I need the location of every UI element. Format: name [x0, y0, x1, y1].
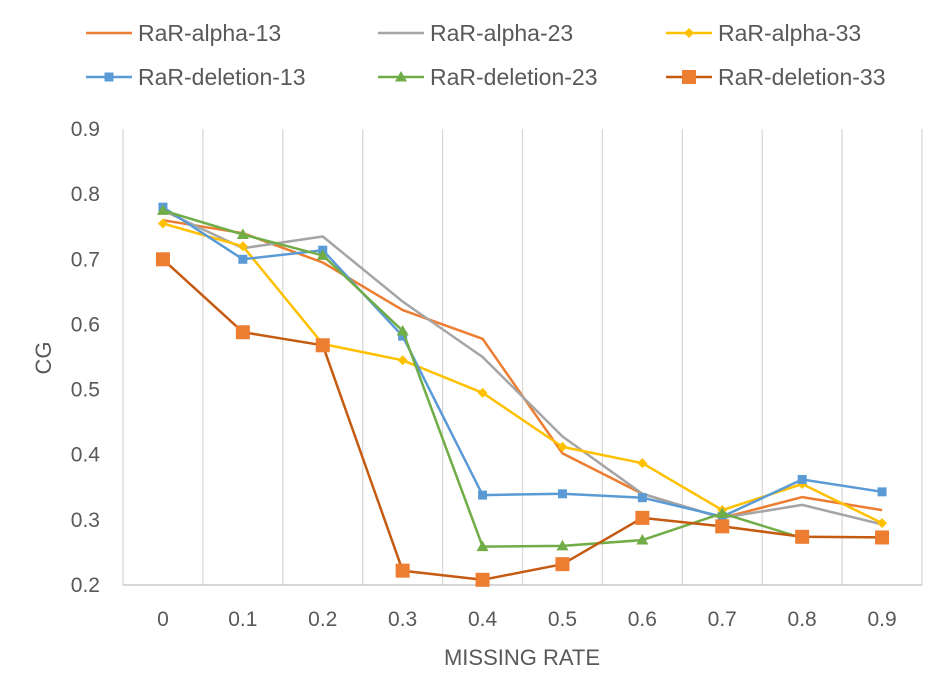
legend-entry-rar-deletion-33: RaR-deletion-33 [666, 64, 885, 90]
data-point [155, 252, 170, 267]
x-tick-label: 0.8 [788, 608, 817, 631]
legend-label: RaR-alpha-23 [430, 20, 573, 46]
x-tick-label: 0.3 [388, 608, 417, 631]
data-point [238, 254, 248, 264]
y-tick-label: 0.3 [71, 509, 100, 532]
y-tick-label: 0.2 [71, 574, 100, 597]
series-line [162, 206, 883, 518]
x-tick-label: 0 [157, 608, 169, 631]
data-point [477, 387, 488, 398]
legend-label: RaR-deletion-33 [718, 64, 885, 90]
series-rar-alpha-23 [162, 209, 883, 526]
data-point [315, 338, 330, 353]
legend-label: RaR-deletion-23 [430, 64, 597, 90]
data-point [475, 572, 490, 587]
data-point [716, 507, 729, 518]
legend: RaR-alpha-13 RaR-alpha-23 RaR-alpha-33 RaR-… [86, 20, 885, 90]
data-point [235, 325, 250, 340]
data-point [396, 324, 409, 336]
legend-entry-rar-deletion-13: RaR-deletion-13 [86, 64, 305, 90]
data-point [237, 241, 248, 252]
legend-entry-rar-alpha-33: RaR-alpha-33 [666, 20, 861, 46]
y-tick-label: 0.9 [71, 118, 100, 141]
series-line [162, 209, 883, 526]
axes: 0.2 0.3 0.4 0.5 0.6 0.7 0.8 0.9 0 0.1 0.2 0.3 0.4 0.5… [71, 118, 922, 631]
data-point [877, 518, 888, 529]
legend-label: RaR-alpha-33 [718, 20, 861, 46]
data-point [795, 529, 810, 544]
x-tick-label: 0.2 [308, 608, 337, 631]
data-point [157, 218, 168, 229]
x-tick-label: 0.5 [548, 608, 577, 631]
gridlines [122, 129, 923, 585]
data-point [556, 539, 569, 551]
data-point [875, 530, 890, 545]
data-point [236, 228, 249, 240]
y-axis-title: CG [31, 342, 56, 375]
data-point [715, 519, 730, 534]
data-point [478, 490, 488, 500]
legend-entry-rar-alpha-23: RaR-alpha-23 [378, 20, 573, 46]
legend-marker [684, 28, 694, 38]
legend-marker [682, 70, 696, 84]
data-point [397, 355, 408, 366]
data-point [636, 534, 649, 545]
x-axis-title: MISSING RATE [444, 645, 600, 670]
y-tick-label: 0.8 [71, 183, 100, 206]
legend-marker [395, 71, 407, 82]
data-point [476, 540, 489, 552]
x-tick-label: 0.7 [708, 608, 737, 631]
y-tick-label: 0.7 [71, 248, 100, 271]
legend-marker [104, 72, 114, 82]
data-point [557, 489, 567, 499]
x-tick-label: 0.6 [628, 608, 657, 631]
x-tick-label: 0.1 [228, 608, 257, 631]
data-point [635, 510, 650, 525]
data-point [637, 493, 647, 503]
data-point [557, 441, 568, 452]
data-point [637, 458, 648, 469]
series-rar-deletion-33 [155, 252, 890, 587]
y-tick-label: 0.4 [71, 444, 101, 467]
series-line [162, 258, 883, 582]
data-point [316, 249, 329, 260]
legend-entry-rar-alpha-13: RaR-alpha-13 [86, 20, 281, 46]
legend-label: RaR-alpha-13 [138, 20, 281, 46]
data-point [398, 331, 408, 341]
y-tick-label: 0.5 [71, 379, 100, 402]
data-point [797, 474, 807, 484]
data-point [555, 557, 570, 572]
data-point [156, 204, 169, 215]
x-tick-label: 0.9 [867, 608, 896, 631]
legend-label: RaR-deletion-13 [138, 64, 305, 90]
x-tick-label: 0.4 [468, 608, 498, 631]
y-tick-label: 0.6 [71, 313, 100, 336]
data-point [395, 563, 410, 578]
series-group [155, 202, 890, 587]
legend-entry-rar-deletion-23: RaR-deletion-23 [378, 64, 597, 90]
data-point [877, 487, 887, 497]
